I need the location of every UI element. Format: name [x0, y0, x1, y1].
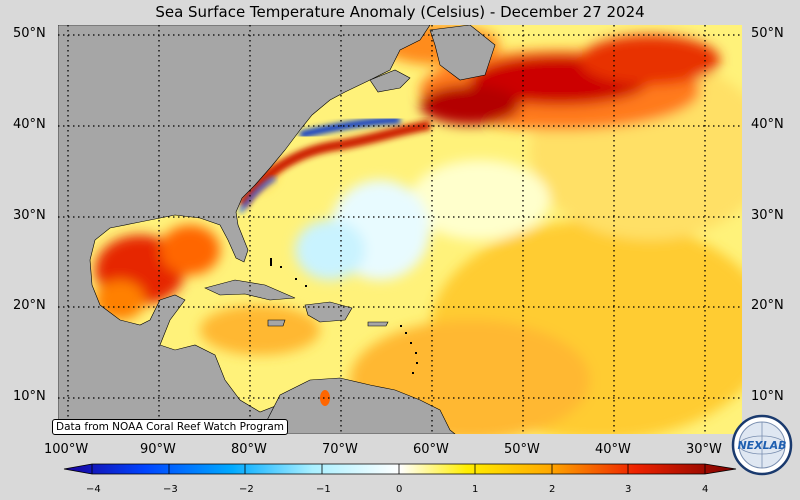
colorbar-tick: 1	[472, 484, 479, 495]
lat-label-left: 30°N	[13, 208, 46, 223]
island-dots	[270, 258, 418, 374]
lat-label-right: 30°N	[751, 208, 784, 223]
colorbar-tick: 0	[396, 484, 403, 495]
lon-label: 60°W	[413, 442, 449, 457]
lat-label-right: 50°N	[751, 26, 784, 41]
lon-label: 30°W	[686, 442, 722, 457]
lon-label: 80°W	[231, 442, 267, 457]
lat-label-left: 10°N	[13, 389, 46, 404]
lon-label: 90°W	[140, 442, 176, 457]
lat-label-left: 50°N	[13, 26, 46, 41]
lon-label: 70°W	[322, 442, 358, 457]
colorbar-tick: 2	[549, 484, 556, 495]
lat-label-left: 20°N	[13, 298, 46, 313]
colorbar-tick: −4	[86, 484, 101, 495]
lon-label: 100°W	[44, 442, 89, 457]
lat-label-right: 10°N	[751, 389, 784, 404]
cold-shelf-band	[299, 116, 401, 139]
colorbar-tick: −2	[239, 484, 254, 495]
gulf-stream-warm-band	[237, 120, 431, 208]
data-credit: Data from NOAA Coral Reef Watch Program	[52, 419, 288, 435]
lat-label-left: 40°N	[13, 117, 46, 132]
colorbar-tick: −1	[316, 484, 331, 495]
land	[58, 25, 496, 434]
logo-text: NEXLAB	[737, 439, 786, 452]
colorbar	[63, 463, 737, 475]
lat-label-right: 40°N	[751, 117, 784, 132]
lon-label: 50°W	[504, 442, 540, 457]
graticule	[58, 25, 742, 434]
colorbar-tick: 4	[702, 484, 709, 495]
sst-anomaly-field	[62, 25, 742, 434]
lat-label-right: 20°N	[751, 298, 784, 313]
colorbar-tick: −3	[163, 484, 178, 495]
lon-label: 40°W	[595, 442, 631, 457]
map-title: Sea Surface Temperature Anomaly (Celsius…	[155, 3, 645, 21]
colorbar-tick: 3	[625, 484, 632, 495]
nexlab-globe-logo: NEXLAB	[731, 414, 793, 476]
